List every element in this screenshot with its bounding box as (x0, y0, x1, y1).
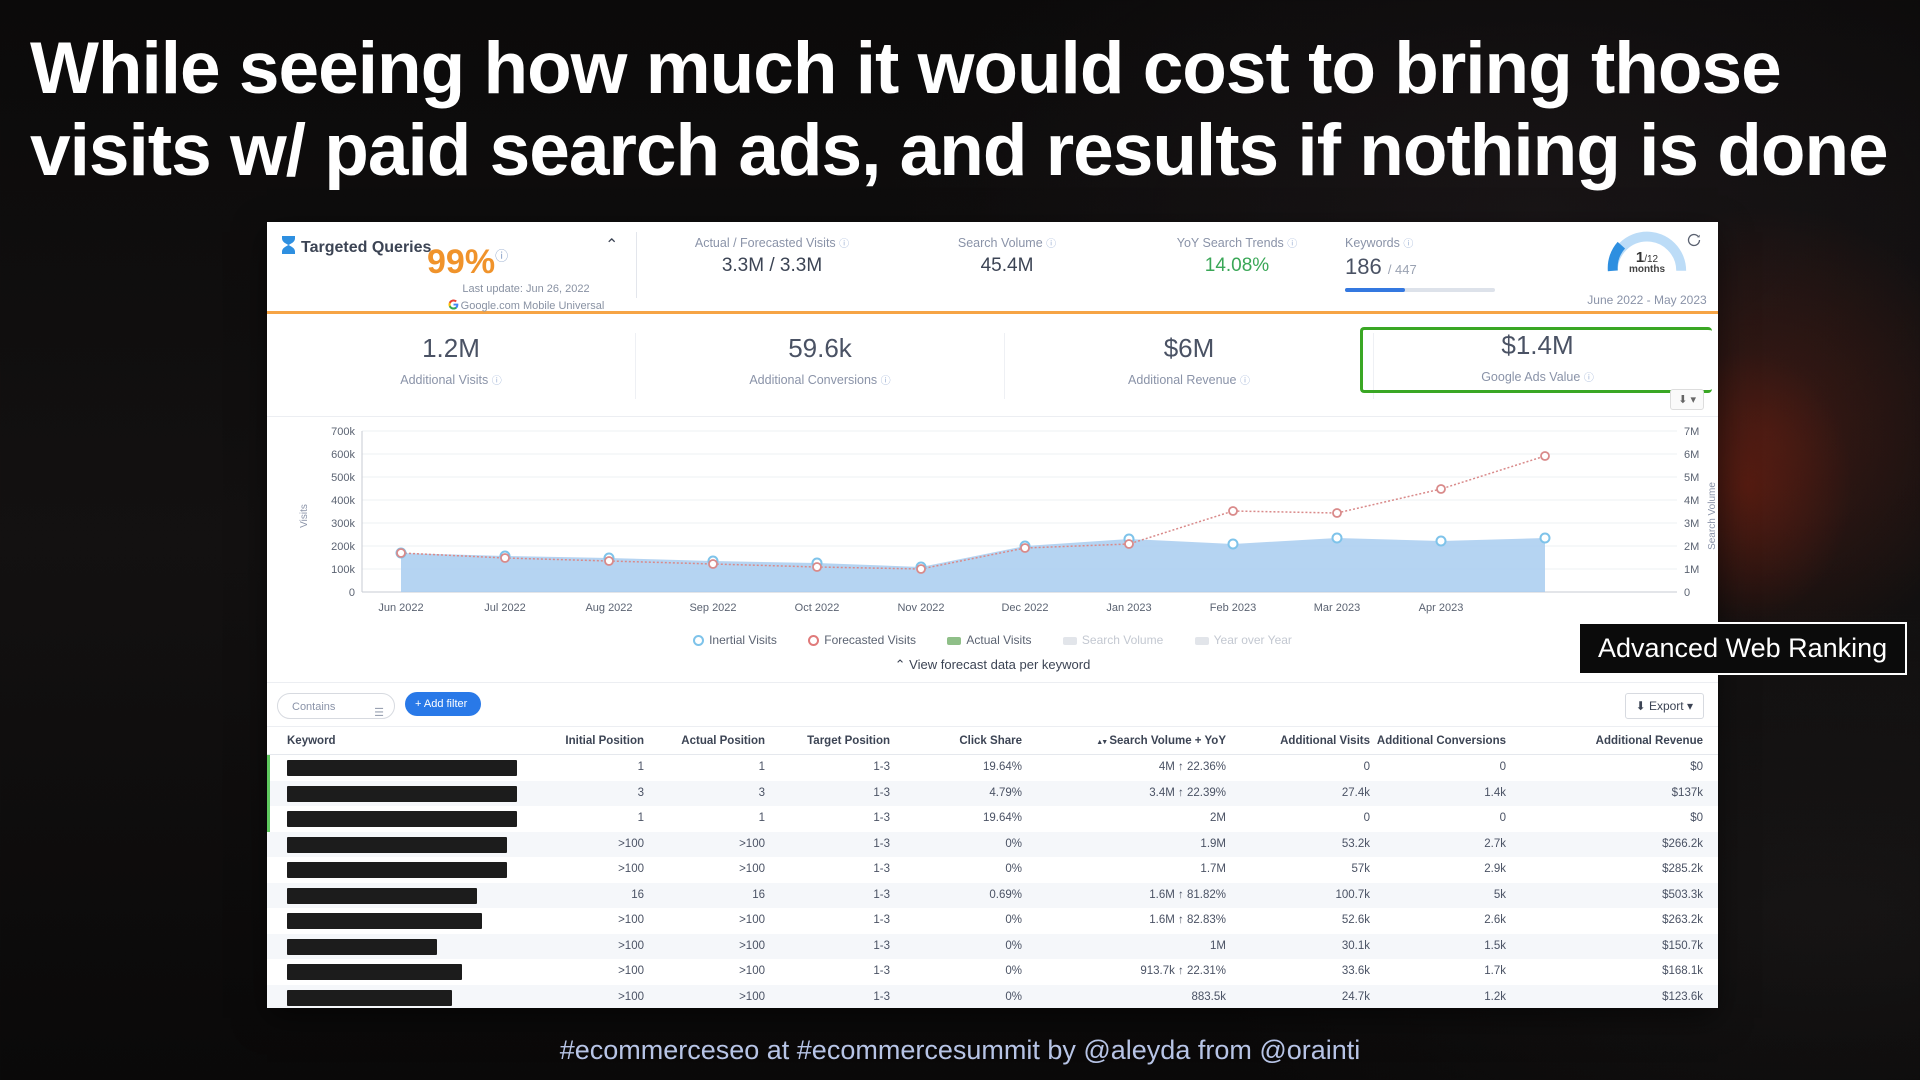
svg-text:0: 0 (349, 587, 355, 599)
svg-text:Mar 2023: Mar 2023 (1314, 602, 1360, 614)
svg-text:Feb 2023: Feb 2023 (1210, 602, 1256, 614)
svg-text:Jul 2022: Jul 2022 (484, 602, 526, 614)
svg-text:Jan 2023: Jan 2023 (1106, 602, 1151, 614)
svg-text:300k: 300k (331, 518, 355, 530)
svg-text:6M: 6M (1684, 449, 1699, 461)
svg-text:700k: 700k (331, 426, 355, 438)
svg-text:200k: 200k (331, 541, 355, 553)
svg-text:Dec 2022: Dec 2022 (1001, 602, 1048, 614)
svg-text:Visits: Visits (299, 504, 310, 528)
svg-text:0: 0 (1684, 587, 1690, 599)
svg-text:4M: 4M (1684, 495, 1699, 507)
svg-text:2M: 2M (1684, 541, 1699, 553)
svg-text:7M: 7M (1684, 426, 1699, 438)
svg-text:5M: 5M (1684, 472, 1699, 484)
svg-text:600k: 600k (331, 449, 355, 461)
svg-text:Oct 2022: Oct 2022 (795, 602, 840, 614)
svg-text:Sep 2022: Sep 2022 (689, 602, 736, 614)
svg-text:Search Volume: Search Volume (1707, 482, 1718, 550)
svg-text:500k: 500k (331, 472, 355, 484)
svg-text:Nov 2022: Nov 2022 (897, 602, 944, 614)
svg-text:Aug 2022: Aug 2022 (585, 602, 632, 614)
svg-text:100k: 100k (331, 564, 355, 576)
svg-text:3M: 3M (1684, 518, 1699, 530)
svg-text:Jun 2022: Jun 2022 (378, 602, 423, 614)
svg-text:400k: 400k (331, 495, 355, 507)
svg-text:Apr 2023: Apr 2023 (1419, 602, 1464, 614)
svg-text:1M: 1M (1684, 564, 1699, 576)
